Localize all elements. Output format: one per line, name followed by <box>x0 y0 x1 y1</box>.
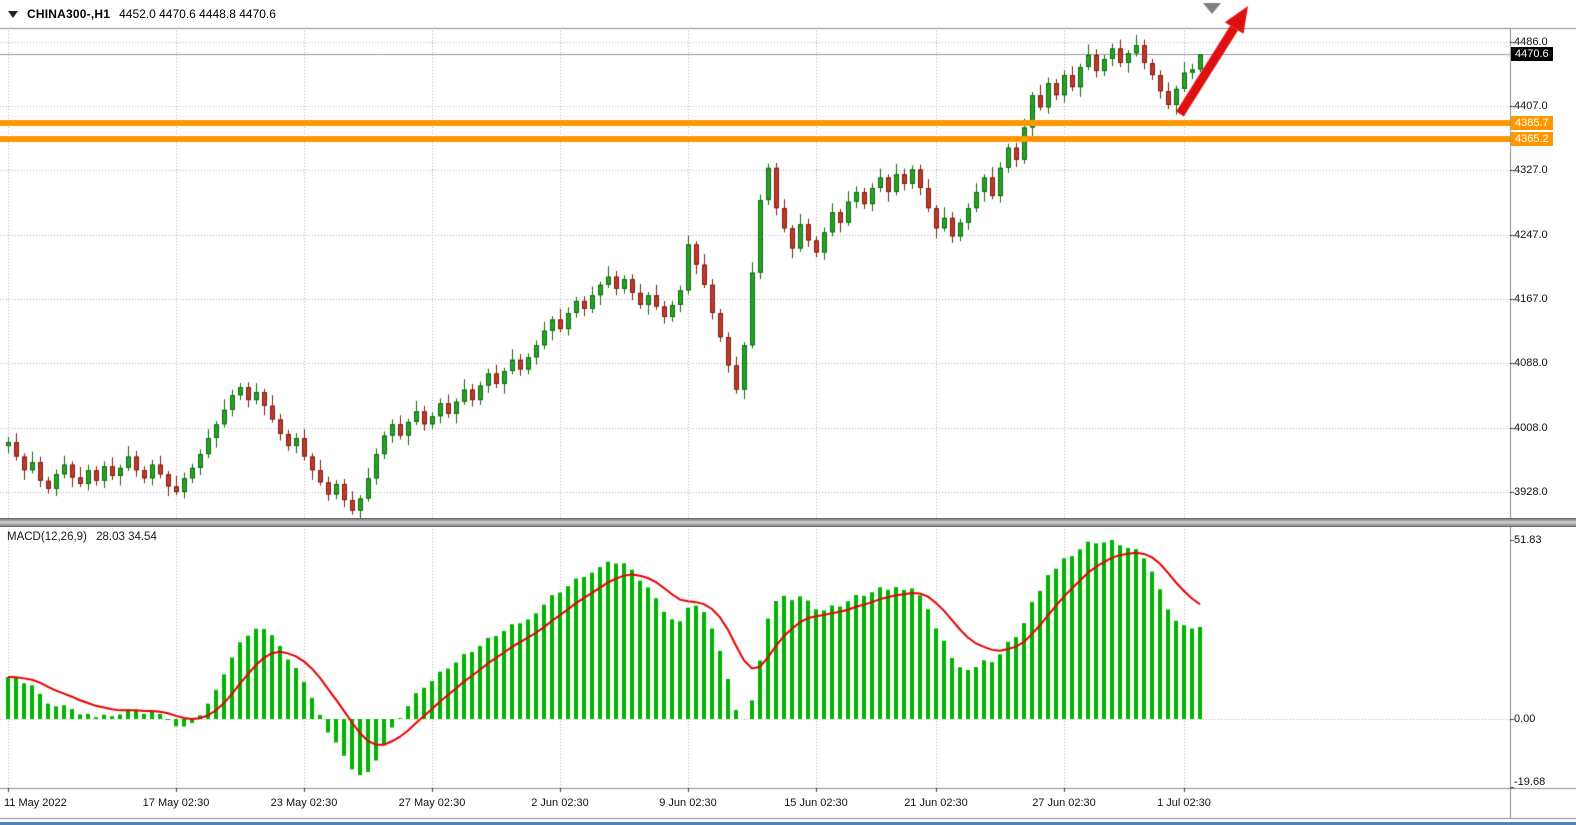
panel-resize-handle[interactable] <box>0 518 1576 527</box>
macd-indicator-label: MACD(12,26,9) 28.03 34.54 <box>7 531 163 543</box>
macd-values: 28.03 34.54 <box>96 531 157 543</box>
symbol-dropdown-icon[interactable] <box>8 10 18 18</box>
window-bottom-edge <box>0 822 1576 825</box>
macd-name: MACD(12,26,9) <box>7 531 87 543</box>
chart-ohlc-values: 4452.0 4470.6 4448.8 4470.6 <box>119 7 276 21</box>
chart-header: CHINA300-,H1 4452.0 4470.6 4448.8 4470.6 <box>8 7 276 21</box>
chart-symbol-title: CHINA300-,H1 <box>27 7 111 21</box>
